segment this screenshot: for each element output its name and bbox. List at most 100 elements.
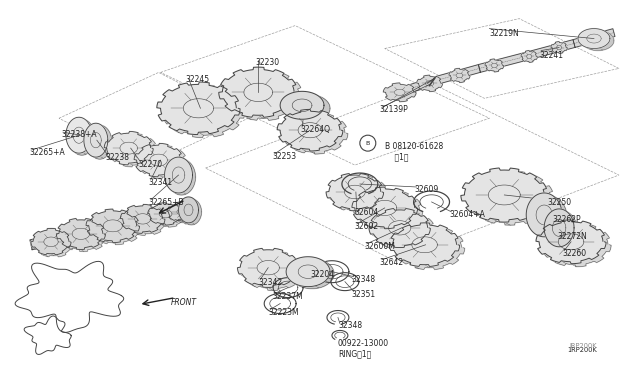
Text: 32604: 32604 <box>355 208 379 217</box>
Text: 32230: 32230 <box>255 58 280 67</box>
Polygon shape <box>485 59 504 72</box>
Polygon shape <box>280 92 324 119</box>
Polygon shape <box>531 196 567 240</box>
Polygon shape <box>286 257 330 286</box>
Text: 32262P: 32262P <box>552 215 580 224</box>
Polygon shape <box>536 220 606 264</box>
Polygon shape <box>528 40 575 60</box>
Text: IRP200K: IRP200K <box>570 343 597 349</box>
Text: 32219N: 32219N <box>490 29 519 38</box>
Text: 32250: 32250 <box>547 198 572 207</box>
Polygon shape <box>56 218 106 250</box>
Polygon shape <box>290 259 334 289</box>
Polygon shape <box>544 209 574 247</box>
Polygon shape <box>108 134 157 167</box>
Polygon shape <box>30 203 196 250</box>
Polygon shape <box>162 85 245 138</box>
Polygon shape <box>551 42 567 54</box>
Text: 32270: 32270 <box>139 160 163 169</box>
Polygon shape <box>369 209 430 248</box>
Text: 32342: 32342 <box>258 278 282 287</box>
Polygon shape <box>151 205 186 227</box>
Polygon shape <box>164 157 193 193</box>
Polygon shape <box>168 159 195 195</box>
Polygon shape <box>148 203 184 225</box>
Polygon shape <box>157 82 240 135</box>
Polygon shape <box>277 109 343 151</box>
Polygon shape <box>449 68 470 83</box>
Polygon shape <box>286 94 330 122</box>
Text: 32348: 32348 <box>338 321 362 330</box>
Polygon shape <box>467 171 554 225</box>
Text: 32245: 32245 <box>186 76 210 84</box>
Polygon shape <box>352 187 418 229</box>
Polygon shape <box>31 228 71 255</box>
Polygon shape <box>60 221 108 251</box>
Polygon shape <box>69 119 95 155</box>
Polygon shape <box>573 29 615 47</box>
Text: 1RP200K: 1RP200K <box>567 347 597 353</box>
Polygon shape <box>521 51 538 62</box>
Polygon shape <box>417 75 442 92</box>
Polygon shape <box>104 131 153 165</box>
Text: 32600M: 32600M <box>365 242 396 251</box>
Polygon shape <box>89 211 143 244</box>
Text: FRONT: FRONT <box>171 298 196 307</box>
Text: 32260: 32260 <box>562 249 586 258</box>
Polygon shape <box>582 31 614 51</box>
Polygon shape <box>170 204 201 224</box>
Text: 32253: 32253 <box>272 152 296 161</box>
Polygon shape <box>66 117 92 153</box>
Polygon shape <box>429 65 481 86</box>
Text: 32602: 32602 <box>355 222 379 231</box>
Text: 32223M: 32223M <box>268 308 299 317</box>
Text: 32139P: 32139P <box>380 105 408 114</box>
Text: 32348: 32348 <box>352 275 376 284</box>
Polygon shape <box>330 176 388 213</box>
Polygon shape <box>134 143 183 177</box>
Polygon shape <box>390 223 460 266</box>
Polygon shape <box>547 211 577 249</box>
Text: 32238: 32238 <box>106 153 130 162</box>
Text: 32264Q: 32264Q <box>300 125 330 134</box>
Polygon shape <box>383 83 416 102</box>
Polygon shape <box>394 226 465 269</box>
Polygon shape <box>182 199 202 225</box>
Polygon shape <box>374 212 435 251</box>
Polygon shape <box>282 112 348 154</box>
Text: B 08120-61628
    、1。: B 08120-61628 、1。 <box>385 142 443 161</box>
Text: B: B <box>365 141 370 146</box>
Text: 32237M: 32237M <box>272 292 303 301</box>
Text: 00922-13000
RING　1。: 00922-13000 RING 1。 <box>338 339 389 359</box>
Text: 32265+A: 32265+A <box>29 148 65 157</box>
Polygon shape <box>34 230 74 257</box>
Text: 32204: 32204 <box>310 270 334 279</box>
Polygon shape <box>478 52 530 72</box>
Text: 32238+A: 32238+A <box>61 130 97 139</box>
Polygon shape <box>243 251 304 291</box>
Text: 32272N: 32272N <box>557 232 587 241</box>
Polygon shape <box>526 193 562 237</box>
Polygon shape <box>88 125 112 159</box>
Polygon shape <box>138 145 187 179</box>
Polygon shape <box>84 123 108 157</box>
Polygon shape <box>124 206 168 235</box>
Polygon shape <box>237 248 299 288</box>
Text: 32265+B: 32265+B <box>148 198 184 207</box>
Text: 32609: 32609 <box>415 185 439 194</box>
Polygon shape <box>461 168 548 222</box>
Polygon shape <box>357 190 422 232</box>
Text: 32642: 32642 <box>380 258 404 267</box>
Polygon shape <box>219 67 298 117</box>
Polygon shape <box>86 209 140 243</box>
Text: 32241: 32241 <box>539 51 563 60</box>
Polygon shape <box>326 174 383 211</box>
Text: 32341: 32341 <box>148 178 173 187</box>
Polygon shape <box>388 78 431 99</box>
Polygon shape <box>167 202 198 222</box>
Polygon shape <box>578 29 610 48</box>
Polygon shape <box>224 70 303 120</box>
Polygon shape <box>179 197 198 223</box>
Polygon shape <box>120 204 165 233</box>
Polygon shape <box>541 223 611 267</box>
